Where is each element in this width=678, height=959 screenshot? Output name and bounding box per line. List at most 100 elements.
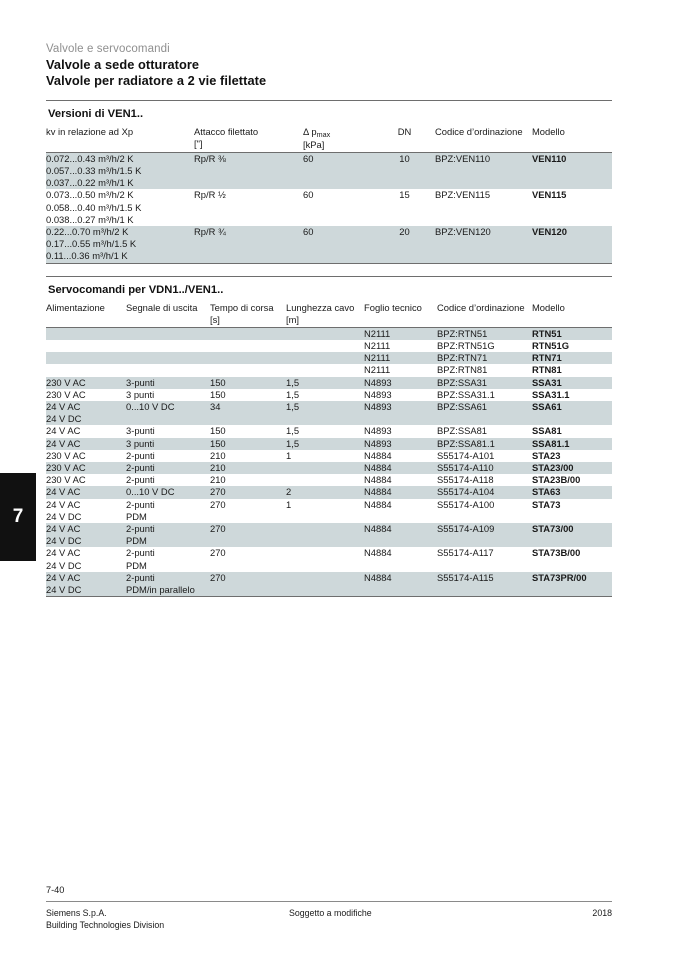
cell-segnale: 2-punti PDM/in parallelo [126, 571, 210, 598]
cell-segnale [126, 352, 210, 365]
col-dpmax-unit: [kPa] [303, 139, 325, 151]
cell-codice: BPZ:SSA31.1 [437, 388, 532, 402]
cell-dpmax: 60 [303, 189, 374, 227]
cell-foglio: N2111 [364, 352, 437, 365]
cell-tempo [210, 352, 286, 365]
cell-line: 230 V AC [46, 376, 86, 388]
cell-line: 2-punti [126, 547, 155, 559]
cell-alimentazione [46, 327, 126, 341]
cell-line: PDM [126, 535, 147, 547]
table-row: 230 V AC 2-punti 210 1 N4884 S55174-A101 STA23 [46, 449, 612, 463]
cell-codice: S55174-A118 [437, 474, 532, 487]
cell-alimentazione: 230 V AC [46, 449, 126, 463]
col-attacco-unit: ["] [194, 138, 203, 150]
cell-tempo: 270 [210, 571, 286, 598]
cell-tempo [210, 340, 286, 353]
table-row: N2111 BPZ:RTN51 RTN51 [46, 327, 612, 341]
cell-foglio: N4893 [364, 376, 437, 389]
table-row: N2111 BPZ:RTN71 RTN71 [46, 352, 612, 365]
col-segnale: Segnale di uscita [126, 302, 210, 328]
cell-foglio: N4884 [364, 449, 437, 463]
cell-tempo: 270 [210, 498, 286, 524]
cell-modello: STA73B/00 [532, 547, 612, 572]
col-foglio: Foglio tecnico [364, 302, 437, 328]
cell-modello: STA23B/00 [532, 474, 612, 487]
cell-tempo: 210 [210, 462, 286, 475]
cell-line: 3-punti [126, 376, 155, 388]
cell-foglio: N2111 [364, 327, 437, 341]
cell-line: 24 V AC [46, 486, 81, 498]
table-row: 230 V AC 2-punti 210 N4884 S55174-A110 STA23… [46, 462, 612, 475]
col-attacco-label: Attacco filettato [194, 126, 259, 137]
cell-modello: SSA81.1 [532, 437, 612, 450]
cell-line: 0.057...0.33 m³/h/1.5 K [46, 165, 142, 177]
cell-line: 0...10 V DC [126, 486, 175, 498]
cell-foglio: N2111 [364, 340, 437, 353]
cell-modello: RTN71 [532, 352, 612, 365]
cell-alimentazione: 24 V AC 24 V DC [46, 401, 126, 426]
cell-segnale: 0...10 V DC [126, 486, 210, 499]
footer-year: 2018 [592, 908, 612, 918]
cell-alimentazione [46, 352, 126, 365]
table-row: 24 V AC 0...10 V DC 270 2 N4884 S55174-A104 ST… [46, 486, 612, 499]
cell-modello: STA23 [532, 449, 612, 463]
chapter-tab-number: 7 [12, 506, 24, 527]
cell-line: 2-punti [126, 498, 155, 510]
cell-segnale: 2-punti [126, 449, 210, 463]
section-servocomandi-title: Servocomandi per VDN1../VEN1.. [48, 284, 224, 296]
cell-segnale: 3 punti [126, 388, 210, 402]
cell-alimentazione: 24 V AC 24 V DC [46, 547, 126, 572]
cell-alimentazione [46, 340, 126, 353]
cell-modello: RTN51 [532, 327, 612, 341]
servocomandi-table-body: N2111 BPZ:RTN51 RTN51 N2111 BPZ:RTN51G RTN51… [46, 327, 612, 598]
cell-codice: BPZ:SSA31 [437, 376, 532, 389]
cell-line: 24 V AC [46, 523, 81, 535]
table-row: 24 V AC 24 V DC 2-punti PDM/in parallelo 270… [46, 571, 612, 598]
cell-alimentazione: 230 V AC [46, 388, 126, 402]
footer-company-line2: Building Technologies Division [46, 919, 165, 930]
cell-modello: STA23/00 [532, 462, 612, 475]
cell-line: 0.038...0.27 m³/h/1 K [46, 213, 134, 225]
cell-modello: VEN110 [532, 152, 612, 190]
cell-alimentazione: 24 V AC 24 V DC [46, 571, 126, 598]
page-header: Valvole e servocomandi Valvole a sede ot… [46, 41, 612, 89]
cell-alimentazione: 24 V AC [46, 437, 126, 450]
table-row: 24 V AC 24 V DC 2-punti PDM 270 N4884 S55174-… [46, 523, 612, 548]
header-kicker: Valvole e servocomandi [46, 43, 170, 55]
cell-segnale: 0...10 V DC [126, 401, 210, 426]
table-row: 0.072...0.43 m³/h/2 K 0.057...0.33 m³/h/1… [46, 152, 612, 190]
col-codice: Codice d’ordinazione [437, 302, 532, 328]
cell-tempo: 270 [210, 547, 286, 572]
cell-foglio: N4893 [364, 437, 437, 450]
cell-codice: BPZ:VEN120 [435, 226, 532, 264]
cell-line: 3 punti [126, 388, 155, 400]
cell-alimentazione: 230 V AC [46, 376, 126, 389]
cell-line: PDM/in parallelo [126, 584, 195, 596]
cell-segnale [126, 327, 210, 341]
cell-line: 0.17...0.55 m³/h/1.5 K [46, 238, 137, 250]
cell-alimentazione: 230 V AC [46, 474, 126, 487]
table-row: 0.22...0.70 m³/h/2 K 0.17...0.55 m³/h/1.5… [46, 226, 612, 264]
cell-codice: BPZ:RTN51G [437, 340, 532, 353]
col-cavo: Lunghezza cavo [m] [286, 302, 364, 328]
table-row: 24 V AC 24 V DC 2-punti PDM 270 N4884 S55174-… [46, 547, 612, 572]
cell-line: 24 V DC [46, 510, 82, 522]
cell-kv: 0.072...0.43 m³/h/2 K 0.057...0.33 m³/h/1… [46, 152, 194, 190]
cell-dn: 15 [374, 189, 435, 227]
table-row: 24 V AC 3-punti 150 1,5 N4893 BPZ:SSA81 SSA81 [46, 425, 612, 438]
cell-line: 24 V AC [46, 425, 81, 437]
cell-segnale: 3 punti [126, 437, 210, 450]
col-dpmax-label: Δ p [303, 126, 317, 137]
cell-alimentazione: 24 V AC [46, 486, 126, 499]
cell-foglio: N4884 [364, 474, 437, 487]
cell-codice: S55174-A115 [437, 571, 532, 598]
cell-tempo: 270 [210, 486, 286, 499]
cell-cavo: 1 [286, 449, 364, 463]
cell-line: 0.072...0.43 m³/h/2 K [46, 152, 134, 164]
cell-line: 230 V AC [46, 449, 86, 461]
cell-foglio: N4884 [364, 571, 437, 598]
cell-foglio: N4884 [364, 547, 437, 572]
cell-line: 0.037...0.22 m³/h/1 K [46, 177, 134, 189]
cell-cavo [286, 547, 364, 572]
cell-cavo [286, 327, 364, 341]
